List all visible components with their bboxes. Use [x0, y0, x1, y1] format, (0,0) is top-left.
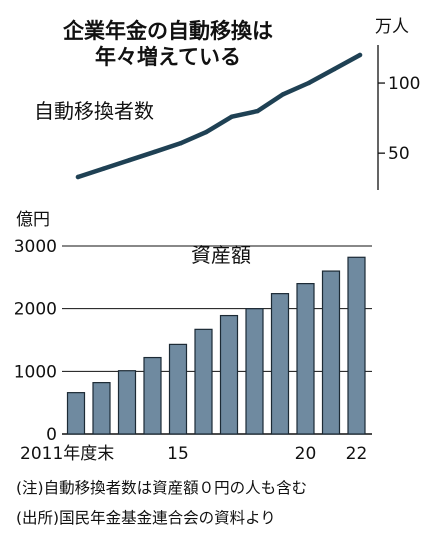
bar: [296, 283, 315, 435]
bar-y-tick-label: 1000: [14, 362, 57, 382]
source-note: (出所)国民年金基金連合会の資料より: [16, 509, 276, 527]
line-point: [280, 92, 286, 97]
bar-chart-unit: 億円: [16, 210, 50, 230]
line-point: [127, 157, 132, 163]
line-chart-label: 自動移換者数: [34, 99, 154, 123]
line-y-tick-label: 100: [388, 74, 420, 94]
bar: [92, 382, 111, 435]
line-point: [306, 80, 311, 86]
line-point: [255, 108, 260, 114]
bar: [321, 270, 341, 435]
line-chart-unit: 万人: [375, 17, 409, 37]
bar-x-tick-label: 20: [295, 444, 317, 464]
footnote: (注)自動移換者数は資産額０円の人も含む: [16, 479, 308, 497]
bar: [270, 293, 290, 435]
bar: [66, 392, 86, 435]
bar-y-tick-label: 0: [46, 425, 57, 445]
title-line-1: 企業年金の自動移換は: [62, 19, 273, 43]
title-line-2: 年々増えている: [95, 45, 241, 69]
bar: [245, 308, 264, 435]
line-point: [332, 66, 337, 72]
line-point: [357, 52, 363, 58]
line-series: [75, 52, 363, 180]
bar-y-tick-label: 2000: [14, 300, 57, 320]
bar-y-tick-label: 3000: [14, 237, 57, 257]
line-point: [75, 174, 81, 180]
line-point: [178, 141, 183, 146]
line-point: [101, 166, 106, 171]
line-point: [152, 149, 158, 154]
bar: [194, 328, 213, 435]
bar-chart-label: 資産額: [191, 243, 251, 267]
bar: [143, 356, 162, 435]
line-y-tick-label: 50: [388, 144, 410, 164]
bar-x-tick-label: 22: [346, 444, 368, 464]
bar: [347, 256, 366, 435]
line-point: [203, 129, 209, 135]
line-point: [229, 114, 235, 119]
bar: [168, 343, 188, 435]
bar: [117, 370, 137, 435]
bar-x-tick-label: 2011年度末: [20, 444, 114, 464]
bar-x-tick-label: 15: [167, 444, 189, 464]
bar: [219, 314, 239, 435]
